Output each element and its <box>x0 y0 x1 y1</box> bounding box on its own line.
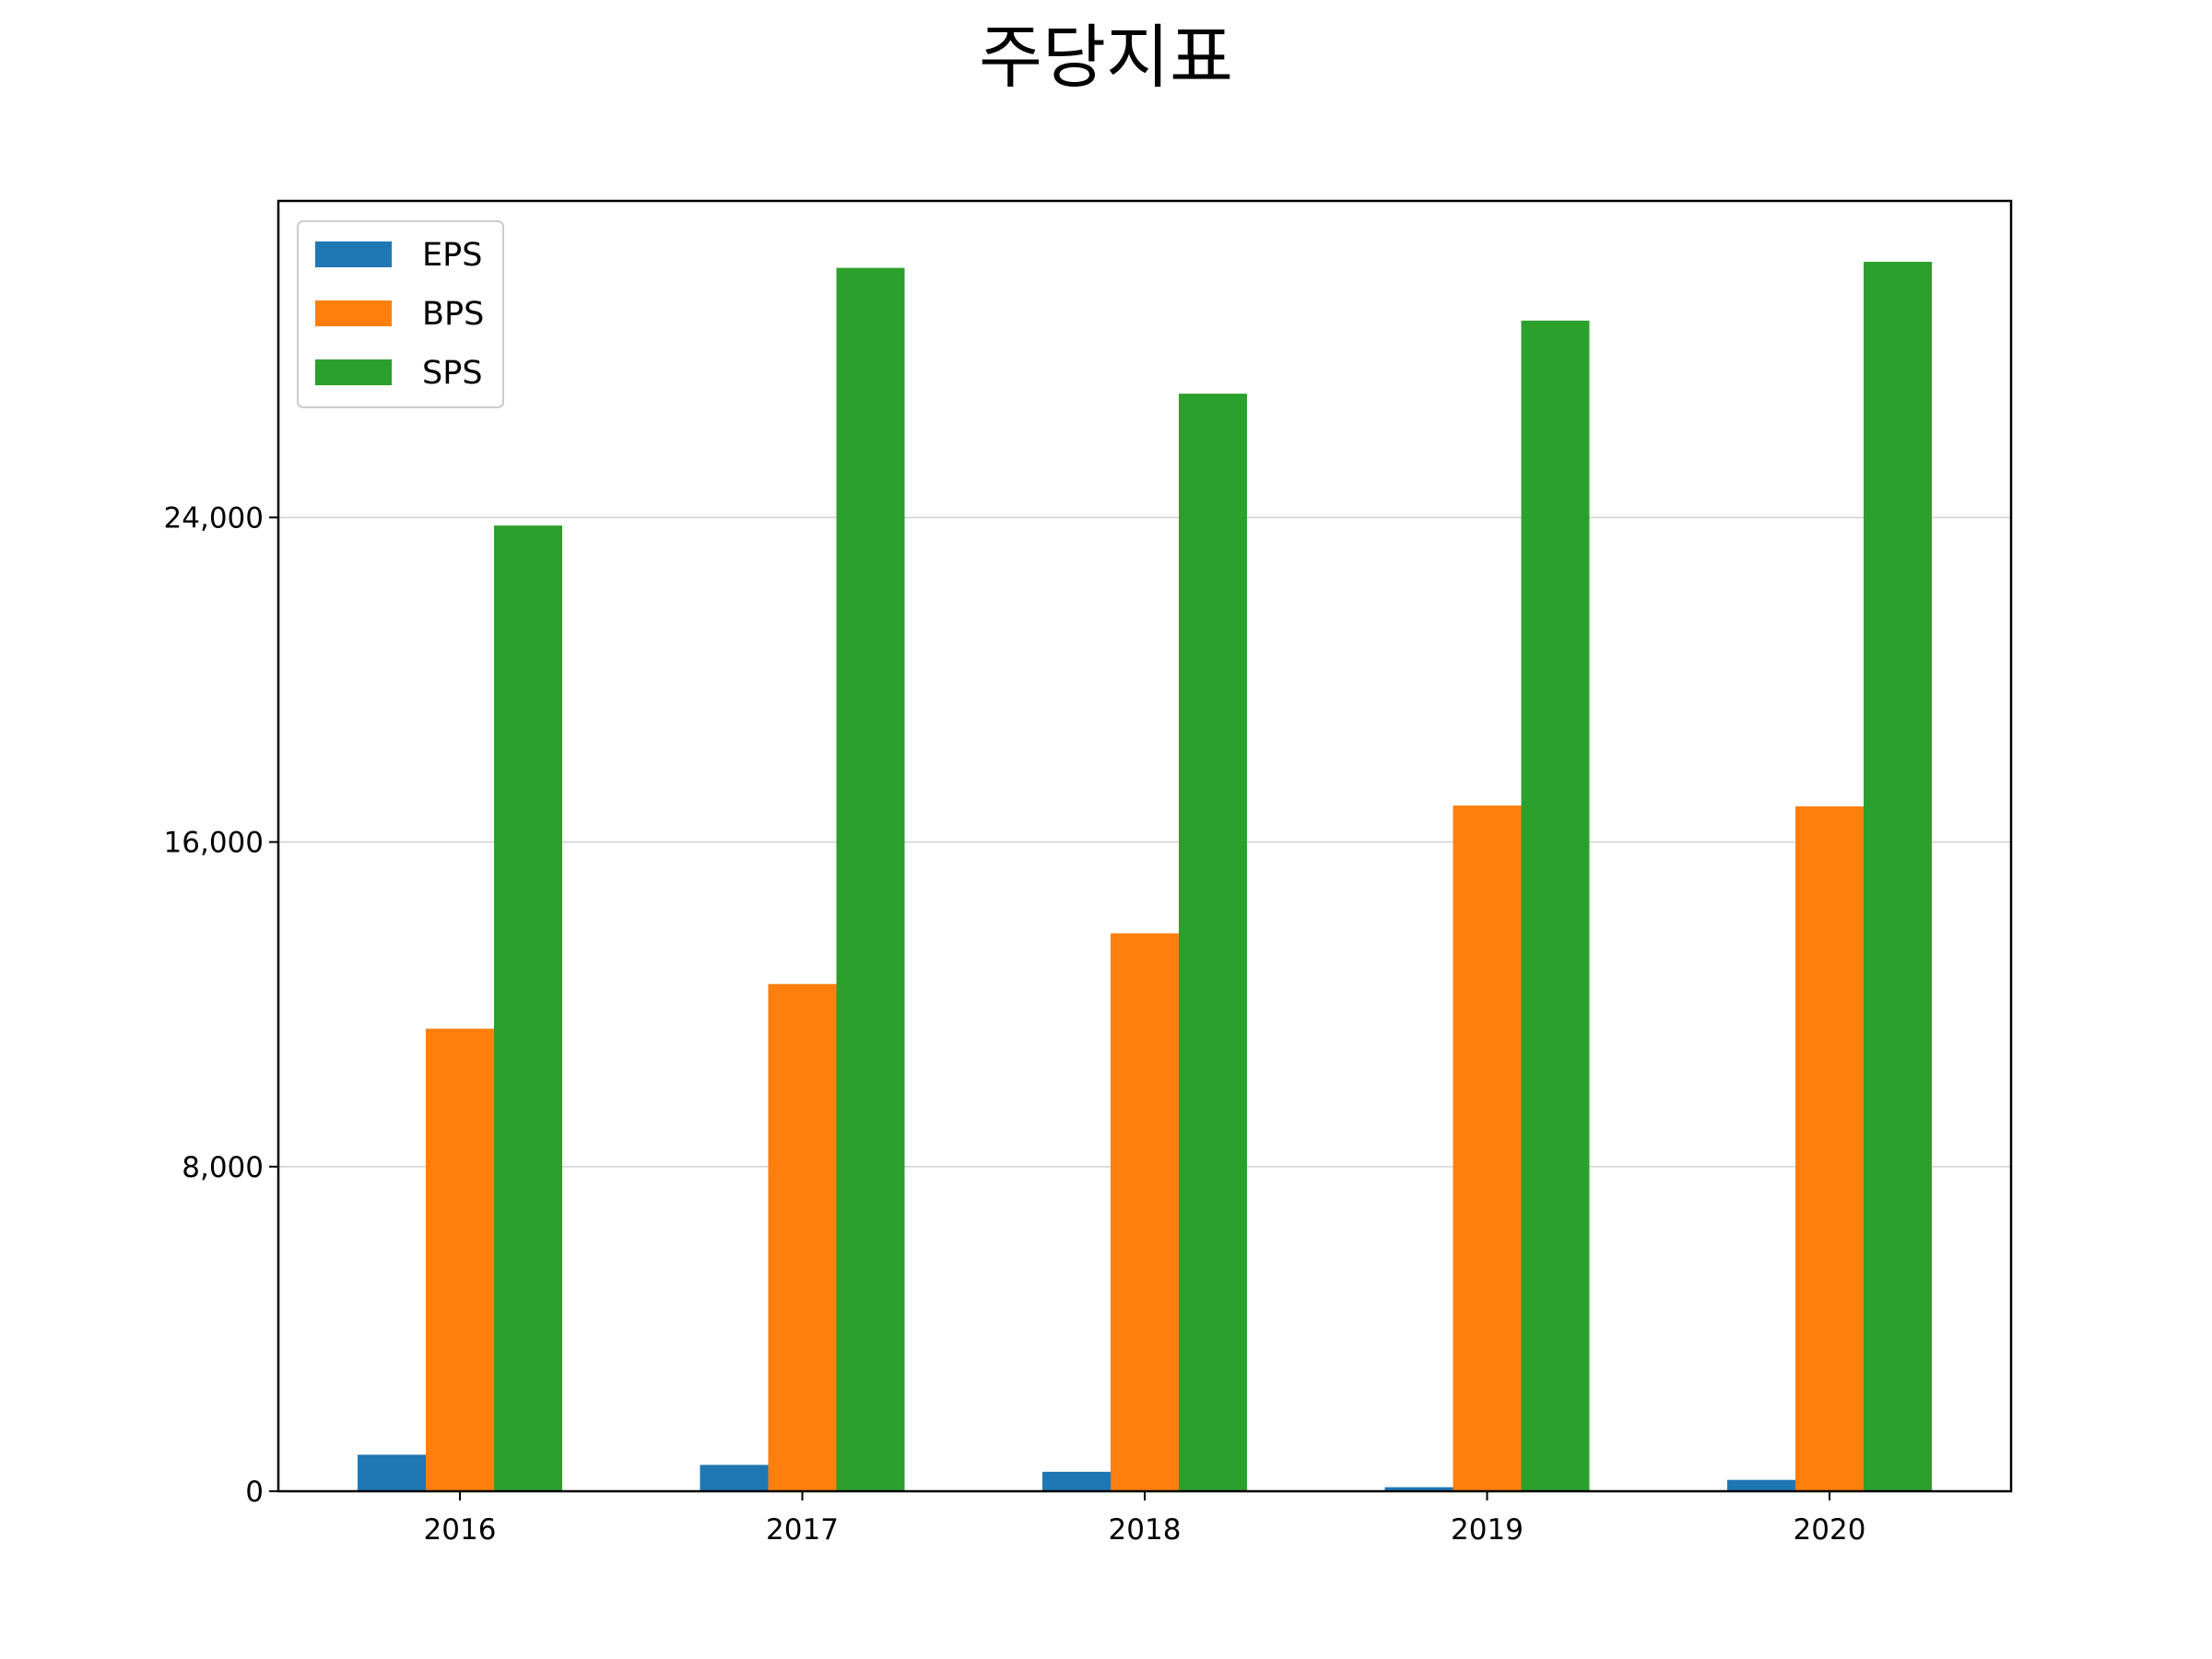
legend-label-eps: EPS <box>422 237 482 274</box>
legend-swatch-eps <box>315 241 392 267</box>
bar-bps-2018 <box>1111 933 1179 1491</box>
x-tick-label: 2020 <box>1794 1513 1866 1547</box>
bar-sps-2019 <box>1521 320 1590 1491</box>
bar-bps-2020 <box>1795 806 1864 1491</box>
bar-eps-2019 <box>1384 1487 1453 1491</box>
bar-sps-2017 <box>836 267 905 1492</box>
bar-sps-2016 <box>494 525 562 1492</box>
y-tick-label: 24,000 <box>164 501 264 535</box>
bar-bps-2016 <box>426 1029 494 1491</box>
legend-label-sps: SPS <box>422 355 483 392</box>
legend: EPS BPS SPS <box>297 220 504 408</box>
bar-bps-2019 <box>1453 805 1522 1491</box>
x-tick-label: 2016 <box>424 1513 497 1547</box>
bar-sps-2018 <box>1179 394 1247 1491</box>
bar-eps-2017 <box>700 1465 769 1491</box>
y-tick-label: 0 <box>245 1476 264 1509</box>
bar-sps-2020 <box>1864 262 1932 1492</box>
x-tick-label: 2018 <box>1109 1513 1182 1547</box>
x-tick-label: 2019 <box>1451 1513 1524 1547</box>
bar-bps-2017 <box>768 983 837 1491</box>
y-axis: 0 8,000 16,000 24,000 <box>164 501 278 1509</box>
bar-eps-2020 <box>1727 1479 1795 1491</box>
chart-title: 주당지표 <box>979 17 1233 98</box>
y-tick-label: 8,000 <box>182 1151 264 1184</box>
legend-swatch-sps <box>315 359 392 385</box>
y-tick-label: 16,000 <box>164 827 264 860</box>
x-tick-label: 2017 <box>766 1513 839 1547</box>
legend-swatch-bps <box>315 300 392 326</box>
legend-label-bps: BPS <box>422 296 484 333</box>
bar-eps-2016 <box>358 1454 426 1491</box>
bars <box>358 262 1932 1492</box>
bar-eps-2018 <box>1042 1471 1111 1491</box>
x-axis: 2016 2017 2018 2019 2020 <box>424 1491 1866 1547</box>
